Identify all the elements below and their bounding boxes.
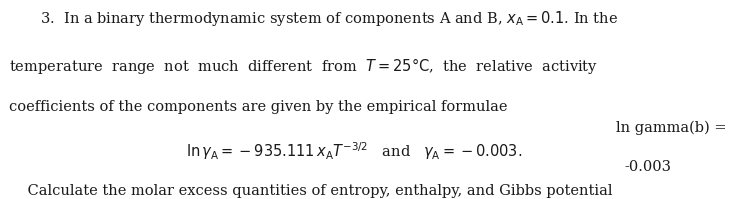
Text: coefficients of the components are given by the empirical formulae: coefficients of the components are given… <box>9 100 507 113</box>
Text: -0.003: -0.003 <box>625 160 671 174</box>
Text: 3.  In a binary thermodynamic system of components A and B, $x_\mathrm{A} = 0.1$: 3. In a binary thermodynamic system of c… <box>40 9 618 28</box>
Text: temperature  range  not  much  different  from  $T = 25°\mathrm{C}$,  the  relat: temperature range not much different fro… <box>9 56 598 76</box>
Text: $\ln \gamma_\mathrm{A} = -935.111\, x_\mathrm{A} T^{-3/2}$   and   $\gamma_\math: $\ln \gamma_\mathrm{A} = -935.111\, x_\m… <box>186 140 522 162</box>
Text: ln gamma(b) =: ln gamma(b) = <box>616 120 727 135</box>
Text: Calculate the molar excess quantities of entropy, enthalpy, and Gibbs potential: Calculate the molar excess quantities of… <box>9 184 612 198</box>
